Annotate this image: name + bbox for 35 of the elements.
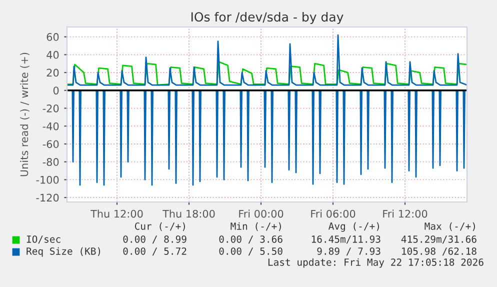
y-axis-title: Units read (-) / write (+) bbox=[20, 52, 30, 176]
text: 9.89 / 7.93 bbox=[317, 247, 380, 256]
x-tick-label: Thu 12:00 bbox=[90, 210, 143, 218]
y-tick-label: 20 bbox=[46, 68, 59, 77]
text: 105.98 /62.18 bbox=[402, 247, 476, 256]
line-series bbox=[67, 61, 467, 86]
text: 0.00 / 5.72 bbox=[123, 247, 186, 256]
x-tick-label: Fri 06:00 bbox=[311, 210, 356, 218]
y-tick-label: 40 bbox=[46, 50, 59, 59]
y-tick-label: -80 bbox=[42, 158, 59, 166]
y-tick-label: -120 bbox=[36, 194, 59, 202]
y-tick-label: 60 bbox=[46, 33, 59, 41]
legend-label: IO/sec bbox=[26, 235, 60, 244]
line-series bbox=[72, 90, 466, 186]
line-series bbox=[67, 34, 467, 86]
text: 0.00 / 8.99 bbox=[123, 235, 186, 244]
y-tick-label: -20 bbox=[42, 104, 59, 112]
text: Last update: Fri May 22 17:05:18 2026 bbox=[268, 258, 484, 268]
y-tick-label: -100 bbox=[36, 176, 59, 184]
text: Min (-/+) bbox=[230, 222, 281, 231]
text: 16.45m/11.93 bbox=[312, 235, 380, 244]
x-tick-label: Thu 18:00 bbox=[162, 210, 215, 218]
chart-title: IOs for /dev/sda - by day bbox=[191, 12, 344, 24]
y-tick-label: -60 bbox=[42, 140, 59, 148]
text: Max (-/+) bbox=[424, 222, 475, 231]
text: Cur (-/+) bbox=[134, 222, 185, 231]
text: 415.29m/31.66 bbox=[401, 235, 476, 244]
x-tick-label: Fri 12:00 bbox=[383, 210, 428, 218]
y-tick-label: -40 bbox=[42, 122, 59, 130]
legend-label: Req Size (KB) bbox=[26, 247, 100, 257]
x-tick-label: Fri 00:00 bbox=[239, 210, 284, 218]
text: Avg (-/+) bbox=[328, 222, 379, 232]
y-tick-label: 0 bbox=[53, 86, 59, 94]
text: 0.00 / 5.50 bbox=[219, 247, 282, 256]
text: 0.00 / 3.66 bbox=[219, 235, 282, 244]
